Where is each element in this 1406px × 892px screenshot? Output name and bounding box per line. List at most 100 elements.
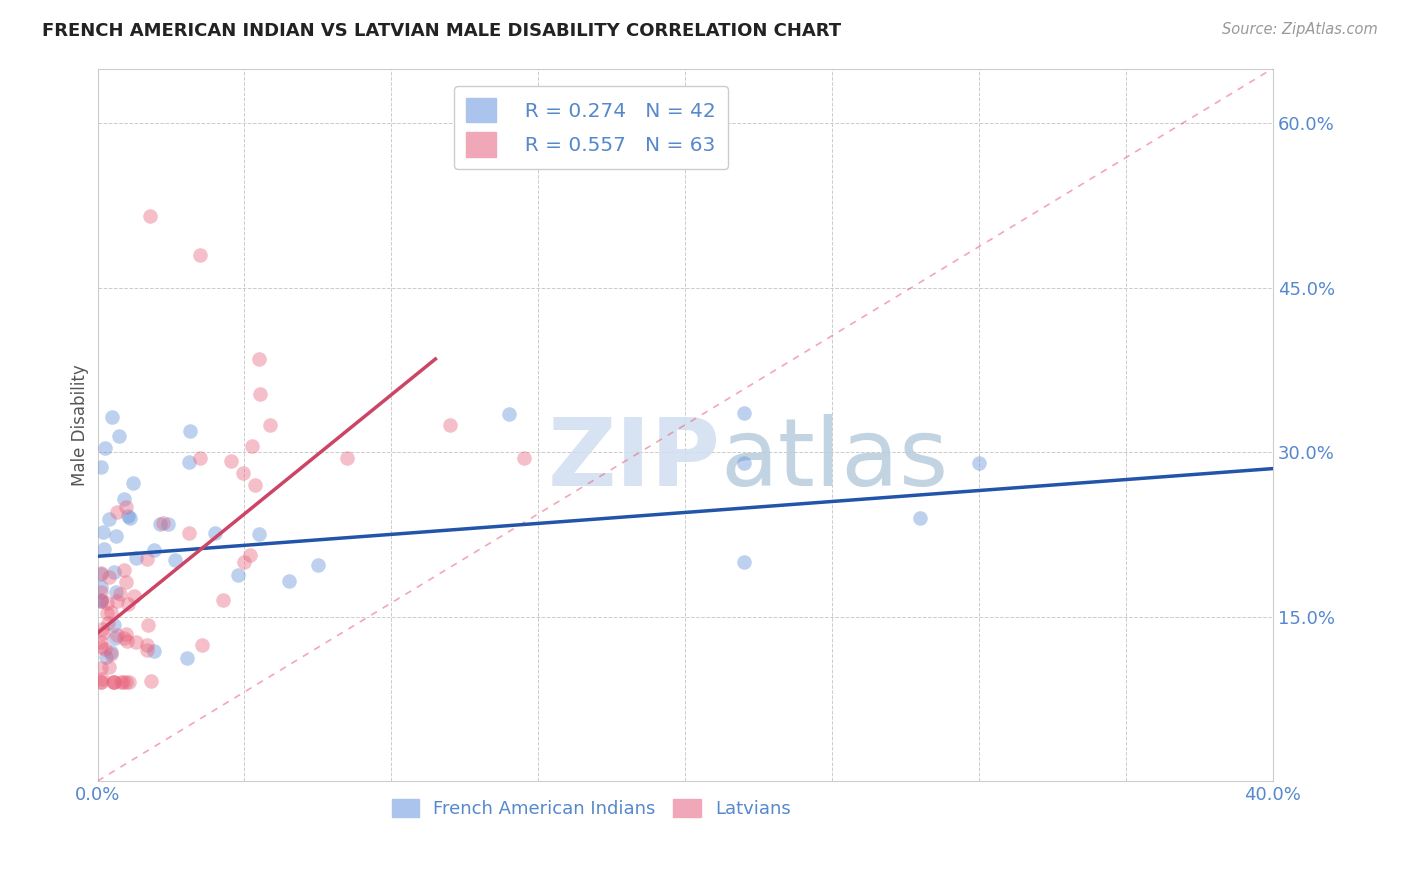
Point: [89, 594, 111, 608]
Point: [139, 210, 162, 224]
Point: [105, 628, 128, 642]
Point: [141, 674, 163, 689]
Point: [149, 517, 172, 532]
Point: [190, 450, 212, 465]
Point: [110, 675, 132, 690]
Point: [232, 467, 254, 481]
Point: [94, 441, 117, 455]
Point: [439, 417, 461, 432]
Point: [96, 596, 118, 610]
Point: [249, 386, 271, 401]
Point: [93, 541, 115, 556]
Point: [114, 574, 136, 589]
Text: atlas: atlas: [720, 415, 949, 507]
Point: [733, 555, 755, 569]
Point: [105, 529, 128, 543]
Point: [89, 593, 111, 607]
Point: [108, 428, 131, 442]
Point: [89, 594, 111, 608]
Point: [94, 641, 117, 656]
Point: [136, 617, 159, 632]
Point: [157, 517, 180, 532]
Point: [115, 634, 138, 648]
Point: [100, 647, 122, 661]
Point: [90, 635, 112, 649]
Point: [115, 627, 138, 641]
Point: [97, 512, 120, 526]
Point: [733, 456, 755, 470]
Point: [94, 650, 117, 665]
Point: [91, 524, 114, 539]
Point: [111, 675, 134, 690]
Point: [115, 500, 138, 515]
Point: [259, 418, 281, 433]
Point: [103, 675, 125, 690]
Point: [90, 567, 112, 582]
Point: [91, 622, 114, 636]
Point: [190, 248, 212, 262]
Point: [177, 526, 200, 541]
Point: [219, 454, 242, 468]
Point: [277, 574, 299, 588]
Point: [105, 594, 128, 608]
Point: [89, 661, 111, 675]
Point: [104, 584, 127, 599]
Point: [135, 552, 157, 566]
Point: [152, 516, 174, 530]
Point: [97, 660, 120, 674]
Point: [191, 638, 214, 652]
Point: [104, 632, 127, 646]
Point: [247, 527, 270, 541]
Point: [103, 675, 125, 690]
Point: [108, 587, 131, 601]
Point: [114, 675, 136, 690]
Point: [512, 450, 534, 465]
Point: [112, 491, 135, 506]
Point: [204, 525, 226, 540]
Text: ZIP: ZIP: [547, 415, 720, 507]
Legend: French American Indians, Latvians: French American Indians, Latvians: [384, 791, 799, 825]
Point: [176, 651, 198, 665]
Text: Source: ZipAtlas.com: Source: ZipAtlas.com: [1222, 22, 1378, 37]
Point: [101, 675, 124, 690]
Point: [967, 456, 990, 470]
Point: [135, 643, 157, 657]
Point: [97, 616, 120, 631]
Point: [97, 570, 120, 584]
Point: [733, 406, 755, 420]
Point: [89, 640, 111, 655]
Point: [135, 639, 157, 653]
Y-axis label: Male Disability: Male Disability: [72, 364, 89, 485]
Point: [117, 509, 139, 524]
Point: [240, 439, 263, 453]
Point: [120, 511, 142, 525]
Point: [233, 555, 256, 569]
Point: [247, 351, 270, 366]
Point: [100, 605, 122, 619]
Point: [89, 460, 111, 475]
Point: [125, 635, 148, 649]
Point: [112, 631, 135, 645]
Point: [142, 543, 165, 558]
Point: [96, 606, 118, 620]
Point: [103, 617, 125, 632]
Point: [143, 644, 166, 658]
Point: [100, 645, 122, 659]
Point: [908, 511, 931, 525]
Point: [124, 590, 146, 604]
Point: [243, 478, 266, 492]
Point: [307, 558, 329, 572]
Point: [165, 553, 187, 567]
Point: [118, 675, 141, 690]
Point: [103, 565, 125, 579]
Point: [122, 475, 145, 490]
Point: [211, 592, 233, 607]
Point: [239, 549, 262, 563]
Point: [125, 550, 148, 565]
Point: [89, 675, 111, 690]
Point: [89, 566, 111, 580]
Point: [177, 455, 200, 469]
Text: FRENCH AMERICAN INDIAN VS LATVIAN MALE DISABILITY CORRELATION CHART: FRENCH AMERICAN INDIAN VS LATVIAN MALE D…: [42, 22, 841, 40]
Point: [117, 597, 139, 611]
Point: [336, 450, 359, 465]
